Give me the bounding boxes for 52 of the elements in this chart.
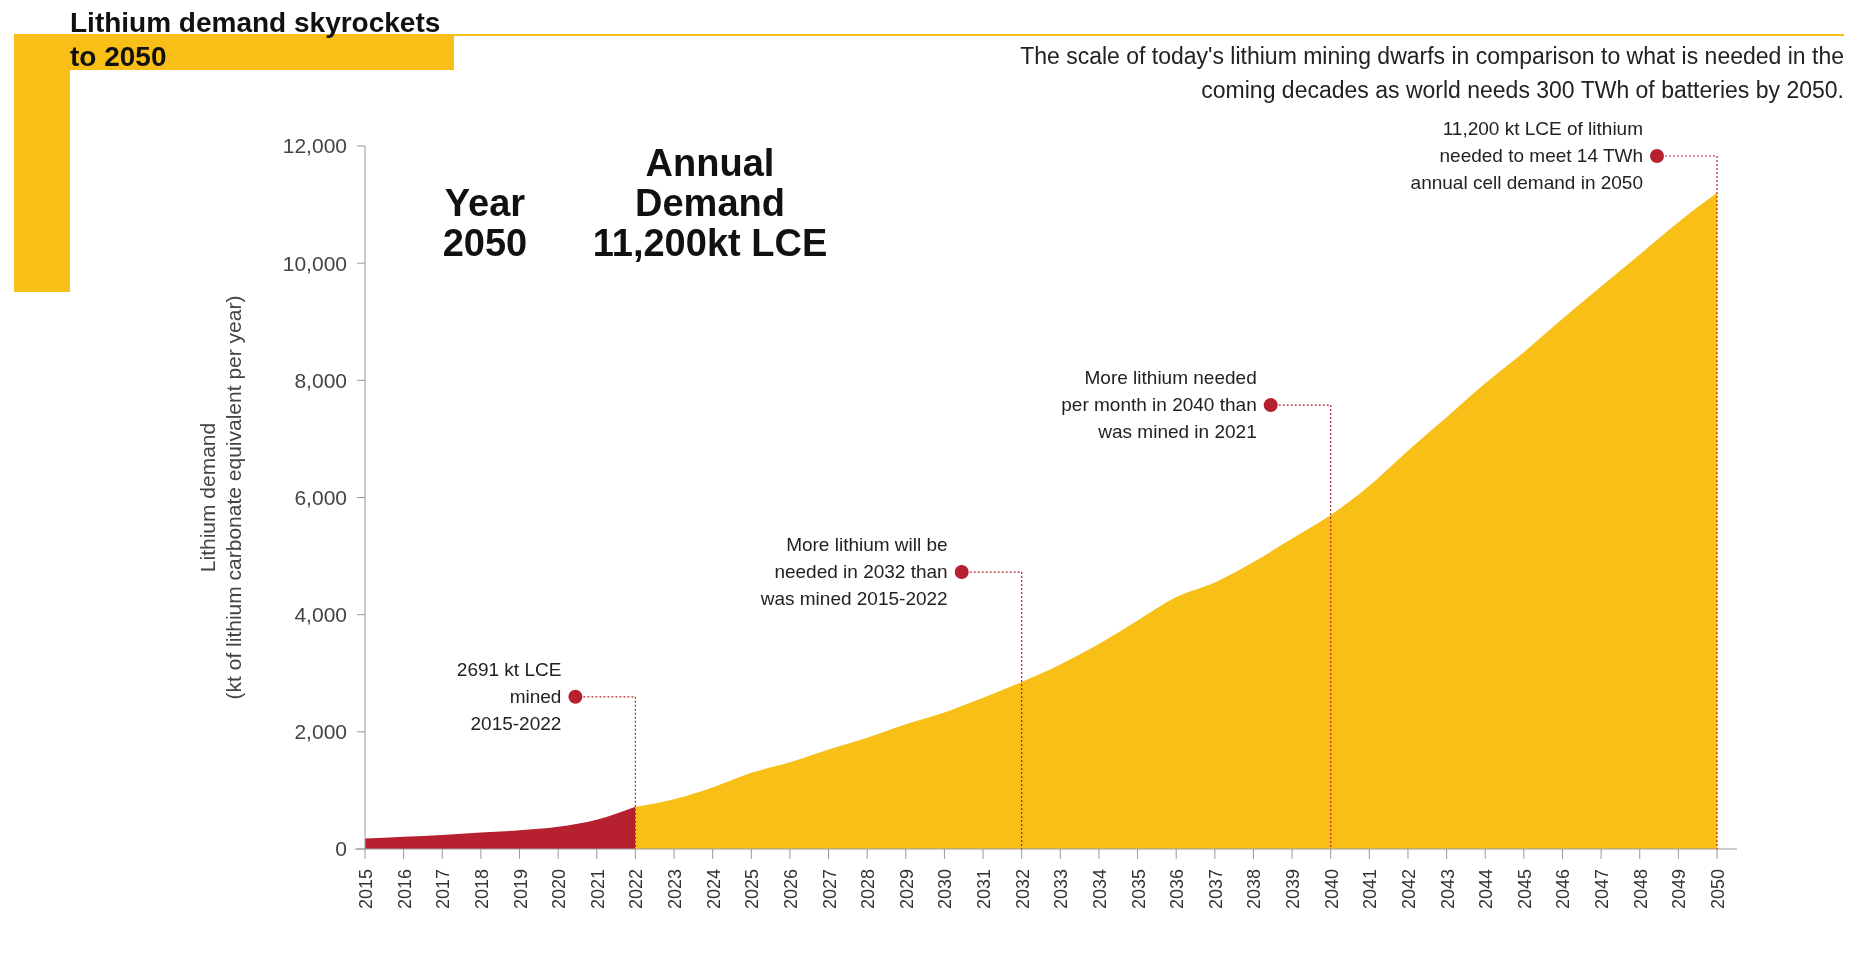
- x-tick-label: 2016: [394, 869, 415, 910]
- annotation: Annual Demand 11,200kt LCE: [592, 142, 828, 264]
- x-tick-label: 2025: [742, 869, 763, 910]
- x-tick-label: 2027: [819, 869, 840, 910]
- y-tick-label: 8,000: [294, 368, 347, 392]
- ref-line-label: More lithium will be needed in 2032 than was mined 2015-2022: [759, 534, 948, 610]
- x-tick-label: 2018: [471, 869, 492, 910]
- x-tick-label: 2043: [1437, 869, 1458, 910]
- x-tick-label: 2031: [974, 869, 995, 910]
- chart-subtitle: The scale of today's lithium mining dwarfs in comparison to what is needed in the coming decades as world needs 300 TWh of batteries by 2050.: [1020, 43, 1844, 103]
- chart-title: Lithium demand skyrockets to 2050: [70, 7, 441, 72]
- x-tick-label: 2033: [1051, 869, 1072, 910]
- x-tick-label: 2023: [665, 869, 686, 910]
- x-tick-label: 2049: [1669, 869, 1690, 910]
- x-tick-label: 2048: [1630, 869, 1651, 910]
- x-tick-label: 2024: [703, 869, 724, 910]
- x-tick-label: 2028: [858, 869, 879, 910]
- x-tick-label: 2020: [549, 869, 570, 910]
- x-tick-label: 2032: [1012, 869, 1033, 910]
- x-tick-label: 2045: [1514, 869, 1535, 910]
- y-axis-title: Lithium demand (kt of lithium carbonate equivalent per year): [196, 295, 245, 700]
- x-tick-label: 2040: [1321, 869, 1342, 910]
- x-tick-label: 2050: [1708, 869, 1728, 910]
- y-tick-label: 2,000: [294, 720, 347, 744]
- x-tick-label: 2019: [510, 869, 531, 910]
- x-tick-label: 2037: [1205, 869, 1226, 910]
- ref-line-label: More lithium needed per month in 2040 than was mined in 2021: [1061, 367, 1257, 443]
- y-tick-label: 4,000: [294, 603, 347, 627]
- x-tick-label: 2041: [1360, 869, 1381, 910]
- y-tick-label: 6,000: [294, 485, 347, 509]
- x-tick-label: 2039: [1283, 869, 1304, 910]
- x-tick-label: 2038: [1244, 869, 1265, 910]
- x-tick-label: 2047: [1592, 869, 1613, 910]
- x-tick-label: 2021: [587, 869, 608, 910]
- x-tick-label: 2034: [1089, 869, 1110, 910]
- annotation: Year 2050: [442, 182, 528, 264]
- x-tick-label: 2035: [1128, 869, 1149, 910]
- x-tick-label: 2036: [1167, 869, 1188, 910]
- ref-line-label: 11,200 kt LCE of lithium needed to meet 14 TWh annual cell demand in 2050: [1410, 118, 1643, 193]
- y-tick-label: 12,000: [282, 134, 347, 158]
- x-tick-label: 2042: [1398, 869, 1419, 910]
- ref-line-label: 2691 kt LCE mined 2015-2022: [456, 658, 562, 734]
- x-tick-label: 2026: [780, 869, 801, 910]
- x-tick-label: 2017: [433, 869, 454, 910]
- x-tick-label: 2015: [356, 869, 376, 910]
- x-tick-label: 2022: [626, 869, 647, 910]
- y-tick-label: 0: [335, 837, 347, 861]
- x-tick-label: 2046: [1553, 869, 1574, 910]
- y-tick-label: 10,000: [282, 251, 347, 275]
- x-tick-label: 2044: [1476, 869, 1497, 910]
- x-tick-label: 2030: [935, 869, 956, 910]
- x-tick-label: 2029: [896, 869, 917, 910]
